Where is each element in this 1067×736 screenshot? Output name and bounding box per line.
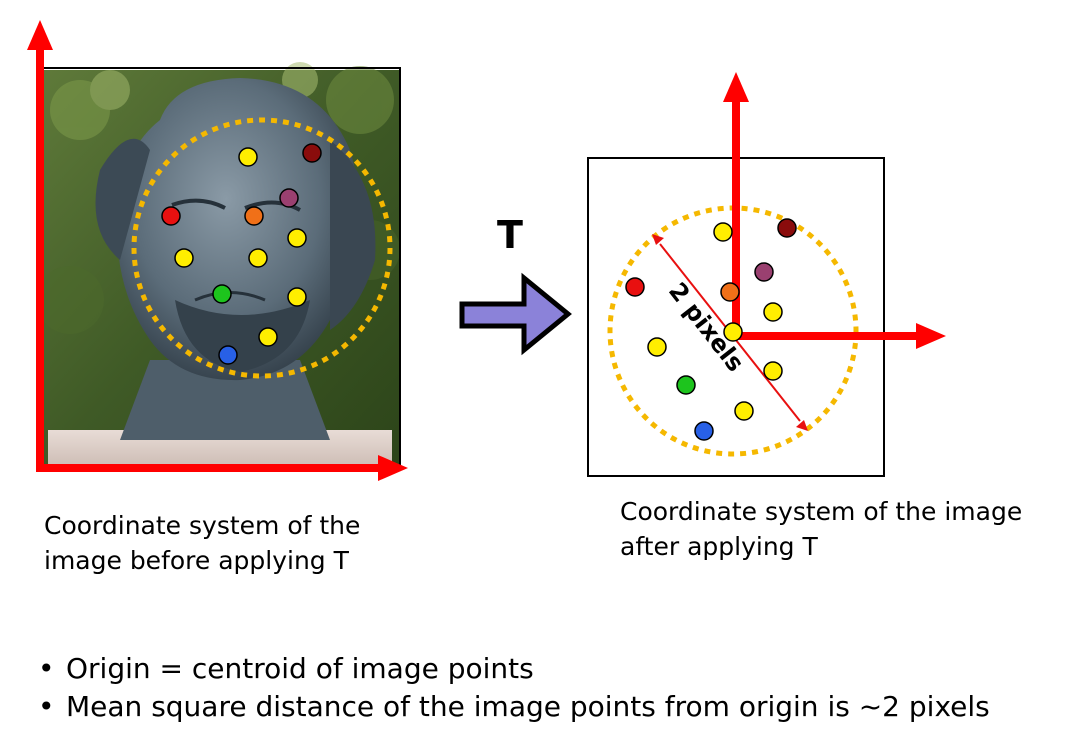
point-blue	[694, 421, 714, 441]
points-after	[625, 218, 797, 441]
point-orange	[720, 282, 740, 302]
statue-photo	[36, 62, 400, 470]
caption-before-line-1: Coordinate system of the	[44, 511, 361, 540]
point-yellow	[647, 337, 667, 357]
point-yellow	[763, 302, 783, 322]
point-yellow	[713, 222, 733, 242]
caption-before-line-2: image before applying T	[44, 546, 349, 575]
transform-label: T	[497, 213, 523, 257]
point-yellow	[734, 401, 754, 421]
point-maroon	[777, 218, 797, 238]
point-green	[676, 375, 696, 395]
point-yellow	[763, 361, 783, 381]
point-green	[212, 284, 232, 304]
point-red	[625, 277, 645, 297]
point-yellow	[248, 248, 268, 268]
point-yellow	[287, 287, 307, 307]
point-blue	[218, 345, 238, 365]
points-before	[161, 143, 322, 365]
bullet-item: Mean square distance of the image points…	[30, 688, 990, 726]
caption-after-line-2: after applying T	[620, 532, 818, 561]
bullet-item: Origin = centroid of image points	[30, 650, 990, 688]
point-yellow	[174, 248, 194, 268]
point-yellow	[238, 147, 258, 167]
bullet-list: Origin = centroid of image points Mean s…	[30, 650, 990, 726]
caption-after-line-1: Coordinate system of the image	[620, 497, 1023, 526]
point-purple	[279, 188, 299, 208]
caption-after: Coordinate system of the image after app…	[620, 494, 1060, 564]
caption-before: Coordinate system of the image before ap…	[44, 508, 404, 578]
axes-before	[27, 20, 408, 481]
point-red	[161, 206, 181, 226]
point-maroon	[302, 143, 322, 163]
point-yellow	[258, 327, 278, 347]
point-purple	[754, 262, 774, 282]
point-yellow	[287, 228, 307, 248]
transform-arrow	[459, 272, 572, 356]
point-spread-circle-before	[131, 117, 393, 379]
point-orange	[244, 206, 264, 226]
point-yellow	[723, 322, 743, 342]
